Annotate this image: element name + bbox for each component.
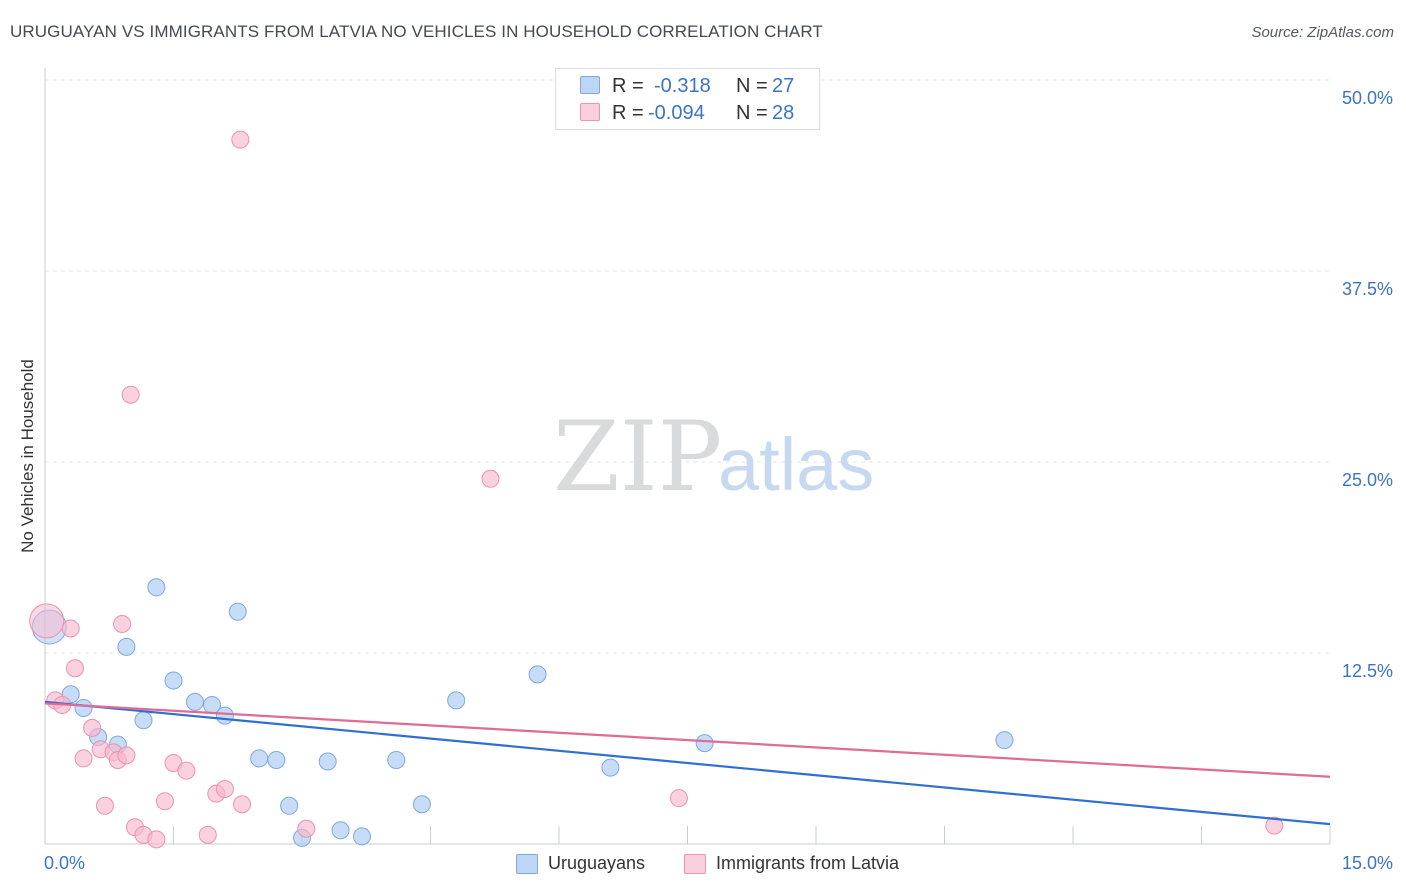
point-latvia — [147, 830, 166, 849]
point-uruguayans — [318, 752, 337, 771]
point-latvia — [117, 746, 136, 765]
r-label: R = — [612, 75, 644, 97]
point-latvia — [215, 779, 234, 798]
point-latvia — [231, 130, 250, 149]
y-tick-label: 12.5% — [1342, 661, 1393, 681]
point-uruguayans — [528, 665, 547, 684]
trend-line-latvia — [44, 702, 1331, 778]
point-uruguayans — [695, 734, 714, 753]
watermark-atlas: atlas — [718, 423, 874, 506]
y-tick-label: 50.0% — [1342, 88, 1393, 108]
point-uruguayans — [601, 758, 620, 777]
legend-swatch-uruguayans — [516, 854, 538, 874]
tick-labels: 12.5% 25.0% 37.5% 50.0% 0.0% 15.0% — [44, 88, 1393, 873]
axes — [44, 68, 1331, 845]
y-tick-label: 25.0% — [1342, 470, 1393, 490]
point-uruguayans — [250, 749, 269, 768]
y-tick-label: 37.5% — [1342, 279, 1393, 299]
stats-row-uruguayans: R = -0.318 N = 27 — [556, 73, 819, 99]
n-label: N = — [736, 75, 768, 97]
stats-row-latvia: R = -0.094 N = 28 — [556, 100, 819, 126]
point-latvia — [233, 795, 252, 814]
point-latvia — [74, 749, 93, 768]
point-latvia — [297, 819, 316, 838]
point-uruguayans — [228, 602, 247, 621]
trend-line-uruguayans — [44, 700, 1331, 826]
x-tick-label: 15.0% — [1342, 853, 1393, 873]
point-latvia — [83, 718, 102, 737]
point-uruguayans — [412, 795, 431, 814]
point-latvia — [61, 619, 80, 638]
point-uruguayans — [74, 699, 93, 718]
n-value: 27 — [772, 75, 795, 97]
n-value: 28 — [772, 102, 795, 124]
point-latvia — [121, 385, 140, 404]
point-uruguayans — [147, 578, 166, 597]
point-uruguayans — [267, 750, 286, 769]
point-uruguayans — [185, 692, 204, 711]
y-axis-label: No Vehicles in Household — [18, 359, 37, 553]
point-latvia — [113, 614, 132, 633]
point-latvia — [1265, 816, 1284, 835]
watermark: ZIP atlas — [553, 401, 874, 513]
point-latvia — [177, 761, 196, 780]
point-uruguayans — [117, 637, 136, 656]
stats-swatch-uruguayans — [580, 76, 600, 94]
chart-title: URUGUAYAN VS IMMIGRANTS FROM LATVIA NO V… — [10, 22, 823, 41]
r-value: -0.318 — [654, 75, 711, 97]
point-uruguayans — [134, 711, 153, 730]
r-label: R = — [612, 102, 644, 124]
point-latvia — [198, 825, 217, 844]
point-latvia — [669, 789, 688, 808]
source-label: Source: ZipAtlas.com — [1251, 24, 1394, 41]
r-value: -0.094 — [648, 102, 705, 124]
n-label: N = — [736, 102, 768, 124]
x-tick-label: 0.0% — [44, 853, 85, 873]
grid-lines — [45, 79, 1330, 654]
point-uruguayans — [164, 671, 183, 690]
point-latvia — [95, 796, 114, 815]
point-uruguayans — [447, 691, 466, 710]
point-uruguayans — [331, 821, 350, 840]
point-uruguayans — [387, 750, 406, 769]
point-uruguayans — [215, 706, 234, 725]
point-uruguayans — [280, 796, 299, 815]
stats-swatch-latvia — [580, 103, 600, 121]
point-latvia — [29, 603, 65, 639]
stats-box: R = -0.318 N = 27 R = -0.094 N = 28 — [555, 68, 820, 130]
point-latvia — [65, 659, 84, 678]
point-latvia — [481, 469, 500, 488]
watermark-zip: ZIP — [553, 401, 722, 513]
data-points — [29, 130, 1284, 849]
legend-label-latvia: Immigrants from Latvia — [716, 853, 900, 873]
point-uruguayans — [352, 827, 371, 846]
legend-label-uruguayans: Uruguayans — [548, 853, 646, 873]
legend-swatch-latvia — [684, 854, 706, 874]
point-latvia — [155, 792, 174, 811]
trend-lines — [44, 700, 1331, 826]
point-uruguayans — [995, 731, 1014, 750]
